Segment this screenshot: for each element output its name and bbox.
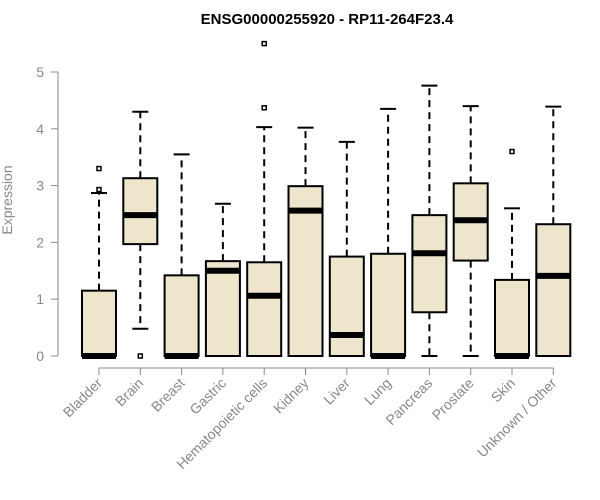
y-axis: 0 1 2 3 4 5 — [36, 64, 59, 364]
outlier-point — [261, 40, 267, 47]
x-tick-label: Bladder — [60, 375, 106, 421]
box — [328, 255, 365, 358]
box — [122, 177, 159, 246]
box-group — [494, 148, 530, 359]
y-tick-label: 0 — [36, 348, 44, 364]
x-tick-label: Kidney — [270, 375, 312, 417]
y-tick-label: 1 — [36, 291, 44, 307]
outlier-point — [96, 186, 102, 193]
box-group — [122, 110, 159, 359]
box-group — [535, 105, 572, 357]
outlier-point — [509, 148, 515, 155]
y-tick-label: 5 — [36, 64, 44, 80]
chart-title: ENSG00000255920 - RP11-264F23.4 — [201, 11, 454, 28]
x-tick-label: Brain — [112, 375, 146, 409]
outlier-point — [261, 105, 267, 111]
box-group — [287, 126, 324, 357]
box — [535, 223, 572, 357]
box — [287, 185, 324, 357]
y-axis-label: Expression — [0, 165, 15, 234]
box-group — [204, 202, 241, 358]
y-tick-label: 3 — [36, 178, 44, 194]
box-group — [328, 140, 365, 358]
box-group — [246, 40, 283, 357]
box-group — [163, 153, 200, 359]
box-group — [452, 105, 489, 357]
x-tick-label: Liver — [320, 375, 353, 408]
plot-area — [81, 40, 572, 359]
y-tick-label: 2 — [36, 234, 44, 250]
box-group — [411, 84, 448, 357]
outlier-point — [96, 165, 102, 172]
x-tick-label: Lung — [361, 375, 394, 408]
x-tick-label: Breast — [148, 375, 188, 415]
box — [494, 278, 530, 357]
box — [370, 252, 407, 357]
box — [163, 274, 200, 357]
x-tick-label: Skin — [488, 375, 519, 406]
box — [246, 261, 283, 357]
box — [204, 260, 241, 358]
y-tick-label: 4 — [36, 121, 44, 137]
box — [81, 289, 117, 357]
box — [411, 214, 448, 314]
box-group — [370, 107, 407, 359]
x-tick-label: Prostate — [429, 375, 477, 423]
box-group — [81, 165, 117, 359]
outlier-point — [137, 353, 144, 359]
